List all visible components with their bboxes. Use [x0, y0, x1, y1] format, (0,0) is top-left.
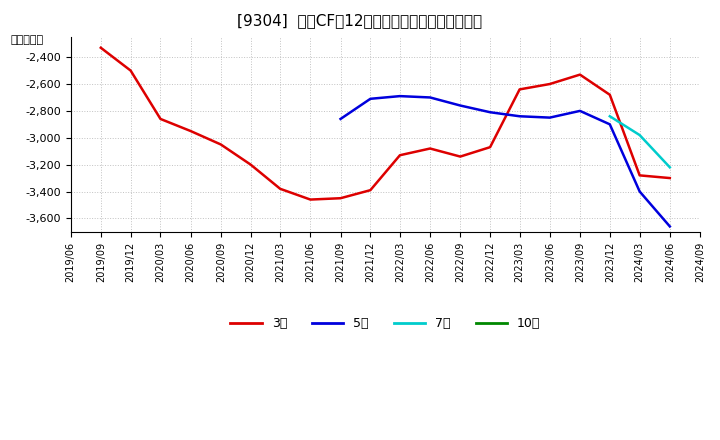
Legend: 3年, 5年, 7年, 10年: 3年, 5年, 7年, 10年 — [225, 312, 545, 335]
Text: [9304]  投資CFの12か月移動合計の平均値の推移: [9304] 投資CFの12か月移動合計の平均値の推移 — [238, 13, 482, 28]
Y-axis label: （百万円）: （百万円） — [10, 35, 43, 45]
